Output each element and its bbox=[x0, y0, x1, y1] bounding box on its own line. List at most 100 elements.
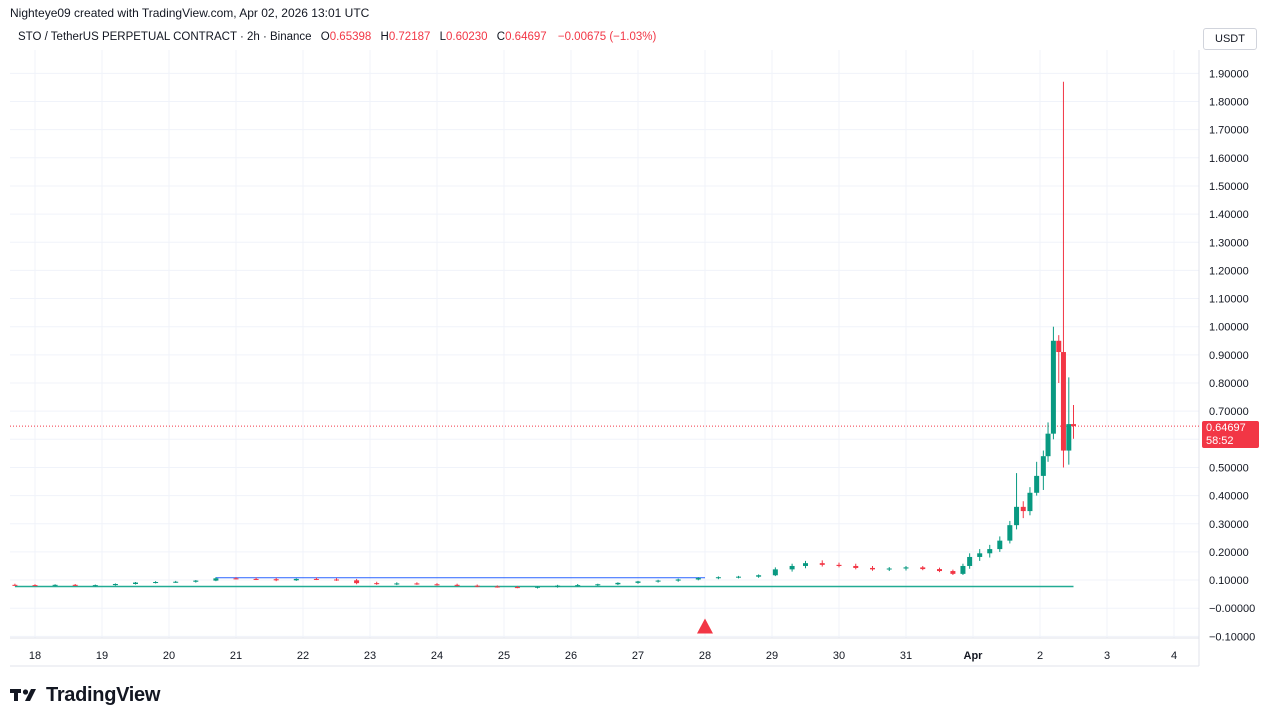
candle-body bbox=[1007, 525, 1013, 541]
x-tick-label: 31 bbox=[900, 650, 912, 662]
candle-body bbox=[494, 586, 500, 588]
candle-body bbox=[52, 584, 58, 586]
drawn-lines bbox=[10, 425, 1199, 588]
candle bbox=[870, 565, 875, 571]
last-price-value: 0.64697 bbox=[1206, 422, 1246, 434]
candle-body bbox=[434, 584, 440, 586]
candle bbox=[1060, 81, 1066, 468]
y-tick-label: 1.10000 bbox=[1209, 294, 1249, 306]
candle-body bbox=[575, 585, 581, 587]
candle bbox=[937, 567, 942, 573]
tradingview-logo[interactable]: TradingView bbox=[10, 683, 160, 707]
candle-body bbox=[253, 578, 259, 580]
candle bbox=[273, 577, 279, 582]
tradingview-logo-icon bbox=[10, 689, 36, 701]
candle bbox=[112, 583, 118, 586]
candle-body bbox=[736, 576, 741, 578]
candle-body bbox=[394, 583, 400, 585]
y-tick-label: −0.00000 bbox=[1209, 603, 1255, 615]
candle bbox=[803, 560, 808, 569]
candle-body bbox=[313, 578, 319, 580]
y-tick-label: 0.40000 bbox=[1209, 491, 1249, 503]
y-tick-label: 0.20000 bbox=[1209, 547, 1249, 559]
x-tick-label: 4 bbox=[1171, 650, 1177, 662]
x-tick-label: 29 bbox=[766, 650, 778, 662]
x-tick-label: 18 bbox=[29, 650, 41, 662]
candle bbox=[233, 577, 239, 580]
candle-body bbox=[514, 587, 520, 589]
low-label: L bbox=[439, 31, 446, 43]
close-value: 0.64697 bbox=[505, 31, 547, 43]
candle bbox=[886, 567, 892, 572]
candle bbox=[1045, 422, 1051, 462]
candle-body bbox=[535, 586, 540, 588]
y-tick-label: 1.60000 bbox=[1209, 153, 1249, 165]
candle-body bbox=[977, 553, 983, 557]
candle-body bbox=[836, 564, 842, 566]
signal-triangle-icon bbox=[697, 618, 713, 634]
open-value: 0.65398 bbox=[329, 31, 372, 43]
candle-body bbox=[555, 585, 561, 587]
candle-body bbox=[772, 569, 778, 576]
candle bbox=[1007, 520, 1013, 544]
candle bbox=[213, 577, 219, 582]
tradingview-logo-text: TradingView bbox=[46, 683, 161, 706]
candle-body bbox=[595, 584, 601, 586]
candle-body bbox=[1020, 506, 1026, 512]
candle-body bbox=[354, 580, 360, 584]
x-tick-label: 21 bbox=[230, 650, 242, 662]
candle bbox=[52, 584, 58, 587]
x-tick-label: 22 bbox=[297, 650, 309, 662]
candle bbox=[967, 553, 973, 569]
candle bbox=[950, 569, 956, 575]
candle-body bbox=[193, 580, 199, 582]
chart-overlay bbox=[697, 618, 713, 634]
candle-body bbox=[334, 579, 339, 581]
candle-body bbox=[414, 583, 420, 585]
x-tick-label: 19 bbox=[96, 650, 108, 662]
candle bbox=[695, 577, 701, 581]
candle-body bbox=[273, 579, 279, 581]
candle-body bbox=[72, 584, 78, 586]
candle-body bbox=[213, 578, 219, 581]
y-tick-label: 1.50000 bbox=[1209, 181, 1249, 193]
candle bbox=[977, 549, 983, 561]
y-tick-label: 1.20000 bbox=[1209, 265, 1249, 277]
symbol-title[interactable]: STO / TetherUS PERPETUAL CONTRACT · 2h ·… bbox=[18, 31, 312, 43]
candle bbox=[615, 582, 621, 586]
x-tick-label: 28 bbox=[699, 650, 711, 662]
candle-body bbox=[635, 581, 641, 583]
y-tick-label: 0.10000 bbox=[1209, 575, 1249, 587]
candle bbox=[1071, 404, 1076, 439]
candle bbox=[253, 577, 259, 581]
candle-body bbox=[819, 563, 825, 565]
candle bbox=[32, 584, 38, 587]
currency-button[interactable]: USDT bbox=[1203, 28, 1257, 50]
candle bbox=[736, 575, 741, 579]
candle-body bbox=[1066, 424, 1072, 451]
y-tick-label: 0.90000 bbox=[1209, 350, 1249, 362]
candle-body bbox=[903, 567, 909, 569]
candle-body bbox=[960, 565, 966, 574]
candle-body bbox=[789, 565, 795, 570]
candle bbox=[772, 567, 778, 577]
candle bbox=[354, 578, 360, 585]
candle bbox=[960, 563, 966, 575]
candle-body bbox=[474, 585, 480, 587]
bar-countdown: 58:52 bbox=[1206, 435, 1234, 447]
attribution-text: Nighteye09 created with TradingView.com,… bbox=[10, 6, 370, 20]
y-tick-label: 1.00000 bbox=[1209, 322, 1249, 334]
x-tick-label: 2 bbox=[1037, 650, 1043, 662]
candle-body bbox=[1034, 475, 1040, 493]
candle bbox=[675, 578, 681, 582]
candle-body bbox=[1060, 352, 1066, 451]
y-tick-label: 0.70000 bbox=[1209, 406, 1249, 418]
candle-body bbox=[133, 582, 138, 584]
candle bbox=[635, 580, 641, 584]
candle bbox=[1066, 377, 1072, 465]
candle bbox=[193, 580, 199, 583]
x-tick-label: 25 bbox=[498, 650, 510, 662]
y-tick-label: 1.30000 bbox=[1209, 237, 1249, 249]
candle bbox=[997, 536, 1003, 552]
